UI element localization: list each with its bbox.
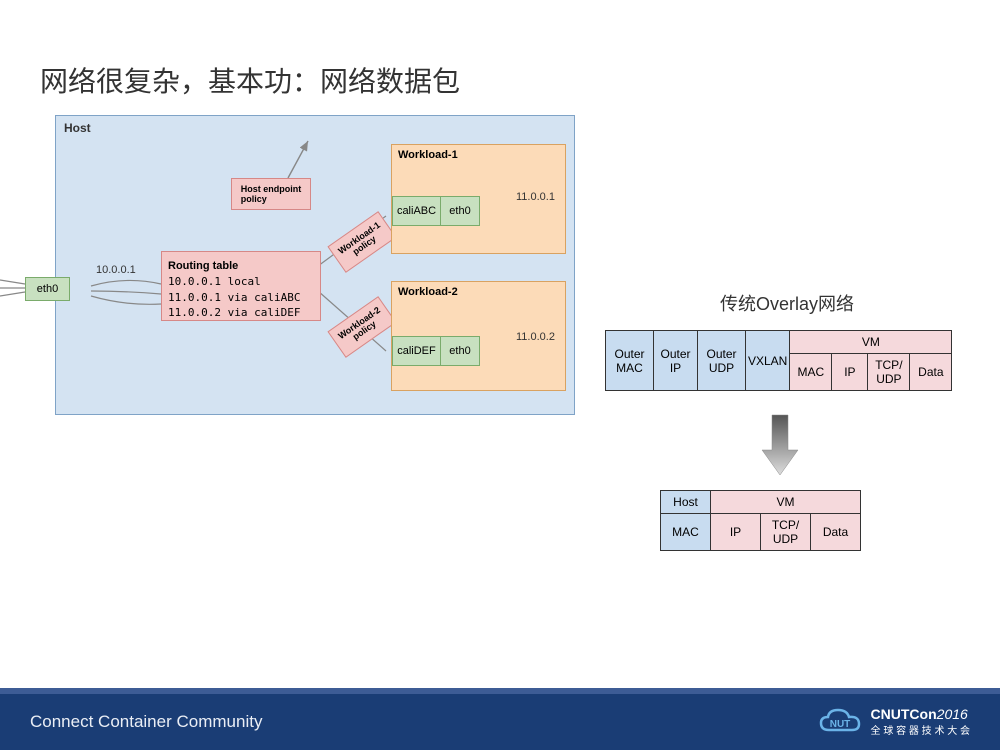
workload2-policy: Workload-2 policy — [327, 296, 396, 358]
host-eth0-ip: 10.0.0.1 — [96, 264, 136, 276]
scell-data: Data — [811, 514, 861, 551]
scell-host: Host — [661, 491, 711, 514]
cell-outer-udp: Outer UDP — [698, 331, 746, 391]
overlay-title: 传统Overlay网络 — [720, 290, 854, 316]
slide-title: 网络很复杂，基本功：网络数据包 — [40, 60, 460, 100]
cell-outer-ip: Outer IP — [654, 331, 698, 391]
workload1-eth: eth0 — [440, 196, 480, 226]
workload1-policy: Workload-1 policy — [327, 211, 396, 273]
footer-brand: NUT CNUTCon2016 全 球 容 器 技 术 大 会 — [817, 706, 970, 738]
routing-table: Routing table 10.0.0.1 local 11.0.0.1 vi… — [161, 251, 321, 321]
overlay-packet-table: Outer MAC Outer IP Outer UDP VXLAN VM MA… — [605, 330, 952, 391]
workload2-cali: caliDEF — [392, 336, 440, 366]
host-endpoint-policy: Host endpoint policy — [231, 178, 311, 210]
scell-tcpudp: TCP/ UDP — [761, 514, 811, 551]
svg-text:NUT: NUT — [829, 719, 850, 730]
brand-year: 2016 — [937, 706, 968, 722]
workload2-ip: 11.0.0.2 — [516, 331, 555, 343]
simple-packet-table: Host VM MAC IP TCP/ UDP Data — [660, 490, 861, 551]
scell-ip: IP — [711, 514, 761, 551]
footer: Connect Container Community NUT CNUTCon2… — [0, 694, 1000, 750]
brand-name: CNUTCon — [871, 706, 937, 722]
cell-outer-mac: Outer MAC — [606, 331, 654, 391]
routing-title: Routing table — [168, 260, 238, 272]
host-label: Host — [64, 121, 91, 135]
cell-data: Data — [910, 354, 952, 391]
routing-line-2: 11.0.0.2 via caliDEF — [168, 306, 300, 319]
cell-ip: IP — [832, 354, 868, 391]
workload1-label: Workload-1 — [398, 149, 458, 161]
logo-icon: NUT — [817, 706, 863, 738]
routing-line-1: 11.0.0.1 via caliABC — [168, 291, 300, 304]
workload1-cali: caliABC — [392, 196, 440, 226]
workload2-label: Workload-2 — [398, 286, 458, 298]
host-container: Host Host endpoint policy Routing table … — [55, 115, 575, 415]
workload1-ip: 11.0.0.1 — [516, 191, 555, 203]
routing-line-0: 10.0.0.1 local — [168, 275, 261, 288]
cell-tcpudp: TCP/ UDP — [868, 354, 910, 391]
scell-vm: VM — [711, 491, 861, 514]
cell-vxlan: VXLAN — [746, 331, 790, 391]
footer-tagline: Connect Container Community — [30, 712, 262, 732]
workload2-eth: eth0 — [440, 336, 480, 366]
scell-mac: MAC — [661, 514, 711, 551]
brand-subtitle: 全 球 容 器 技 术 大 会 — [871, 722, 970, 737]
host-eth0: eth0 — [25, 277, 70, 301]
cell-vm-header: VM — [790, 331, 952, 354]
cell-mac: MAC — [790, 354, 832, 391]
arrow-down-icon — [760, 410, 800, 480]
